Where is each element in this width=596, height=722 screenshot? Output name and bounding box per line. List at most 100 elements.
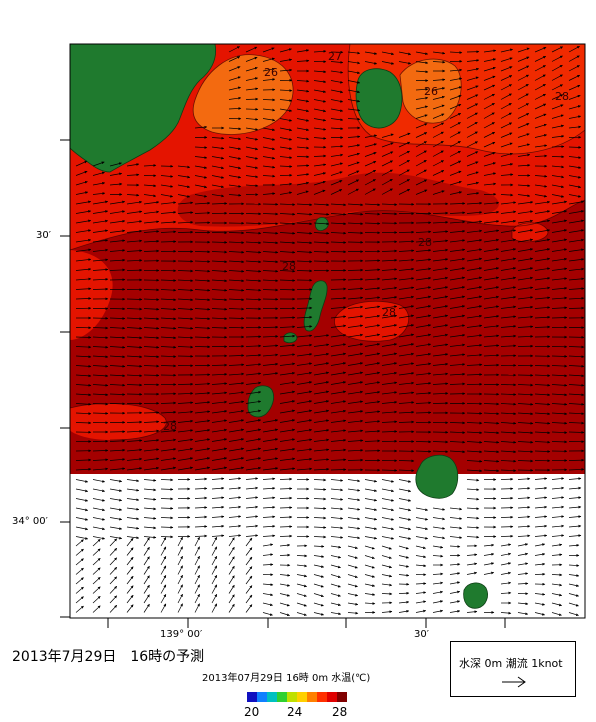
current-arrow bbox=[483, 162, 496, 167]
sst-pocket-27-b bbox=[334, 301, 409, 342]
current-arrow bbox=[296, 334, 313, 338]
current-arrow bbox=[534, 134, 547, 138]
contour-label: 28 bbox=[382, 306, 396, 319]
current-arrow bbox=[568, 238, 585, 243]
current-arrow bbox=[296, 89, 310, 93]
current-arrow bbox=[347, 277, 364, 281]
current-arrow bbox=[347, 287, 364, 290]
current-arrow bbox=[75, 238, 92, 243]
current-arrow bbox=[534, 46, 547, 53]
current-arrow bbox=[432, 160, 444, 167]
current-arrow bbox=[398, 188, 411, 195]
current-arrow bbox=[551, 194, 565, 198]
current-arrow bbox=[296, 315, 313, 319]
current-arrow bbox=[313, 203, 330, 207]
current-arrow bbox=[330, 189, 343, 195]
current-arrow bbox=[551, 184, 565, 189]
current-arrow bbox=[449, 112, 462, 119]
current-arrow bbox=[109, 383, 126, 387]
current-arrow bbox=[364, 296, 381, 300]
current-arrow bbox=[262, 362, 279, 366]
current-arrow bbox=[75, 258, 92, 262]
current-arrow bbox=[534, 184, 548, 188]
current-arrow bbox=[466, 161, 479, 167]
current-arrow bbox=[398, 159, 410, 167]
current-arrow bbox=[568, 45, 580, 53]
current-arrow bbox=[551, 286, 568, 290]
current-arrow bbox=[143, 374, 160, 377]
current-arrow bbox=[75, 345, 92, 349]
current-arrow bbox=[415, 258, 432, 262]
current-arrow bbox=[500, 152, 513, 157]
current-arrow bbox=[245, 353, 262, 357]
current-arrow bbox=[177, 201, 194, 205]
current-arrow bbox=[330, 99, 344, 103]
current-arrow bbox=[160, 240, 177, 243]
current-arrow bbox=[296, 181, 310, 186]
current-arrow bbox=[568, 55, 580, 62]
current-arrow bbox=[177, 175, 191, 179]
current-arrow bbox=[500, 93, 512, 100]
current-arrow bbox=[262, 118, 276, 122]
current-arrow bbox=[245, 260, 262, 264]
current-arrow bbox=[92, 229, 109, 233]
current-arrow bbox=[500, 142, 513, 148]
current-arrow bbox=[228, 86, 241, 91]
current-arrow bbox=[466, 85, 479, 91]
current-arrow bbox=[432, 324, 449, 328]
current-arrow bbox=[449, 150, 461, 157]
current-arrow bbox=[500, 112, 512, 119]
current-arrow bbox=[483, 248, 500, 252]
current-arrow bbox=[551, 374, 568, 378]
current-arrow bbox=[500, 324, 517, 328]
current-arrow bbox=[483, 66, 496, 72]
current-arrow bbox=[432, 170, 445, 176]
temperature-colorbar bbox=[247, 692, 347, 702]
contour-label: 28 bbox=[163, 420, 177, 433]
current-arrow bbox=[449, 305, 466, 309]
current-arrow bbox=[160, 535, 174, 539]
current-arrow bbox=[449, 131, 461, 138]
current-arrow bbox=[143, 200, 160, 205]
oshima-island bbox=[355, 68, 403, 129]
current-arrow bbox=[313, 118, 327, 122]
current-arrow bbox=[194, 125, 208, 129]
current-arrow bbox=[500, 162, 514, 167]
current-arrow bbox=[177, 345, 194, 349]
current-arrow bbox=[75, 336, 92, 339]
current-arrow bbox=[279, 48, 292, 53]
current-arrow bbox=[432, 248, 449, 252]
current-arrow bbox=[160, 298, 177, 302]
current-arrow bbox=[262, 137, 276, 141]
current-arrow bbox=[245, 231, 262, 235]
current-arrow bbox=[194, 201, 211, 205]
current-arrow bbox=[245, 137, 259, 141]
sst-pocket-27-d bbox=[512, 222, 548, 242]
current-arrow bbox=[126, 200, 143, 205]
current-arrow bbox=[449, 248, 466, 252]
current-arrow bbox=[432, 220, 449, 224]
current-arrow bbox=[432, 131, 444, 138]
current-arrow bbox=[109, 355, 126, 359]
current-arrow bbox=[517, 305, 534, 309]
current-arrow bbox=[228, 381, 245, 385]
current-arrow bbox=[551, 55, 563, 62]
current-arrow bbox=[449, 140, 461, 148]
current-arrow bbox=[534, 325, 551, 329]
current-arrow bbox=[517, 113, 530, 119]
current-arrow bbox=[228, 46, 240, 53]
current-arrow bbox=[432, 140, 444, 148]
current-arrow bbox=[330, 212, 347, 216]
current-arrow bbox=[330, 60, 344, 64]
current-arrow bbox=[449, 68, 463, 72]
current-arrow bbox=[466, 353, 483, 357]
current-arrow bbox=[296, 164, 310, 168]
colorbar-segment bbox=[247, 692, 258, 702]
current-arrow bbox=[500, 84, 512, 91]
current-arrow bbox=[262, 47, 275, 53]
current-arrow bbox=[466, 363, 483, 367]
current-arrow bbox=[483, 75, 496, 81]
current-arrow bbox=[432, 190, 445, 195]
current-arrow bbox=[245, 146, 259, 151]
current-arrow bbox=[483, 229, 500, 233]
